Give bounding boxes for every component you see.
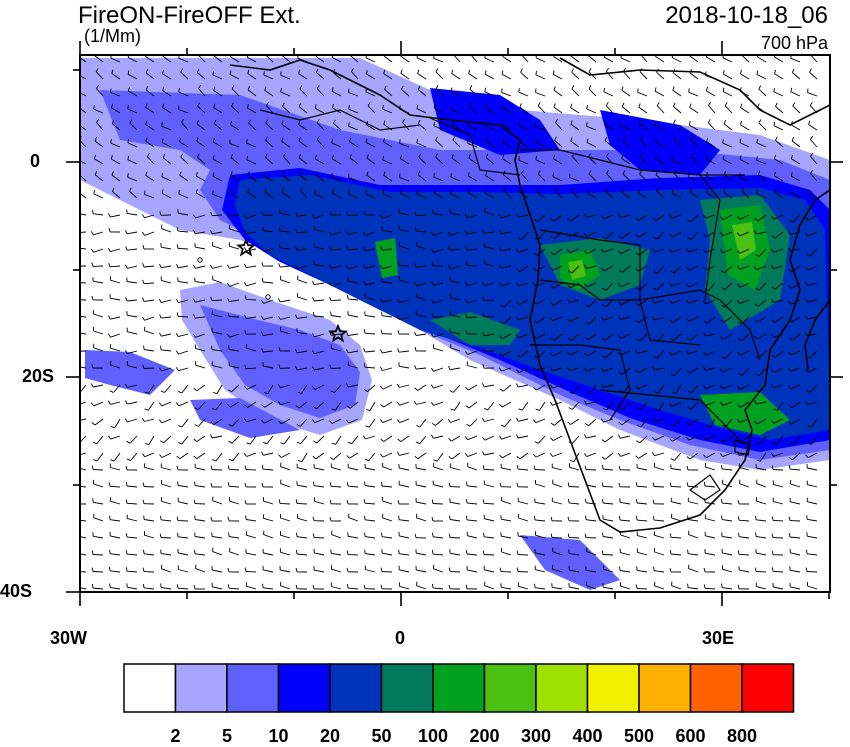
colorbar-swatch	[329, 663, 383, 713]
axis-ticks	[66, 41, 843, 606]
colorbar-swatch	[586, 663, 640, 713]
star-icon	[328, 323, 348, 343]
extinction-region	[700, 392, 790, 435]
colorbar-label: 20	[319, 726, 341, 746]
colorbar-label: 500	[623, 726, 655, 746]
colorbar-label: 100	[417, 726, 449, 746]
colorbar-label: 600	[675, 726, 706, 746]
extinction-region	[568, 260, 586, 280]
colorbar-swatch	[123, 663, 177, 713]
extinction-region	[430, 312, 520, 345]
circle-icon	[265, 294, 271, 300]
extinction-region	[520, 535, 620, 590]
colorbar-label: 400	[572, 726, 603, 746]
colorbar-label: 5	[221, 726, 233, 746]
lon-tick-0: 0	[395, 628, 406, 648]
colorbar-label: 50	[371, 726, 392, 746]
colorbar-swatch	[535, 663, 589, 713]
plot-frame	[79, 54, 831, 593]
colorbar-label: 200	[469, 726, 500, 746]
date-label: 2018-10-18_06	[665, 2, 828, 29]
lat-tick-20s: 20S	[22, 366, 55, 386]
pressure-level-label: 700 hPa	[760, 33, 828, 53]
extinction-region	[200, 305, 360, 418]
colorbar-label: 2	[170, 726, 181, 746]
colorbar-swatch	[226, 663, 280, 713]
colorbar-swatch	[277, 663, 331, 713]
extinction-region	[85, 350, 175, 395]
markers	[197, 237, 348, 343]
colorbar-swatch	[689, 663, 743, 713]
circle-icon	[197, 257, 203, 263]
colorbar-swatch	[483, 663, 537, 713]
colorbar-swatch	[638, 663, 692, 713]
coastlines	[229, 57, 830, 533]
lat-tick-40s: 40S	[0, 581, 33, 601]
lon-tick-30w: 30W	[50, 628, 88, 648]
star-icon	[236, 237, 256, 257]
colorbar	[123, 663, 795, 713]
colorbar-label: 800	[726, 726, 758, 746]
lon-tick-30e: 30E	[702, 628, 735, 648]
wind-barb-icon	[80, 55, 818, 590]
units-label: (1/Mm)	[84, 26, 141, 46]
colorbar-swatch	[380, 663, 434, 713]
extinction-region	[430, 88, 560, 155]
colorbar-label: 10	[268, 726, 289, 746]
colorbar-swatch	[741, 663, 795, 713]
extinction-region	[600, 110, 720, 175]
colorbar-swatch	[432, 663, 486, 713]
lat-tick-0: 0	[30, 151, 41, 171]
map-title: FireON-FireOFF Ext.	[78, 2, 301, 29]
colorbar-label: 300	[520, 726, 552, 746]
colorbar-swatch	[174, 663, 228, 713]
extinction-field	[80, 55, 830, 592]
